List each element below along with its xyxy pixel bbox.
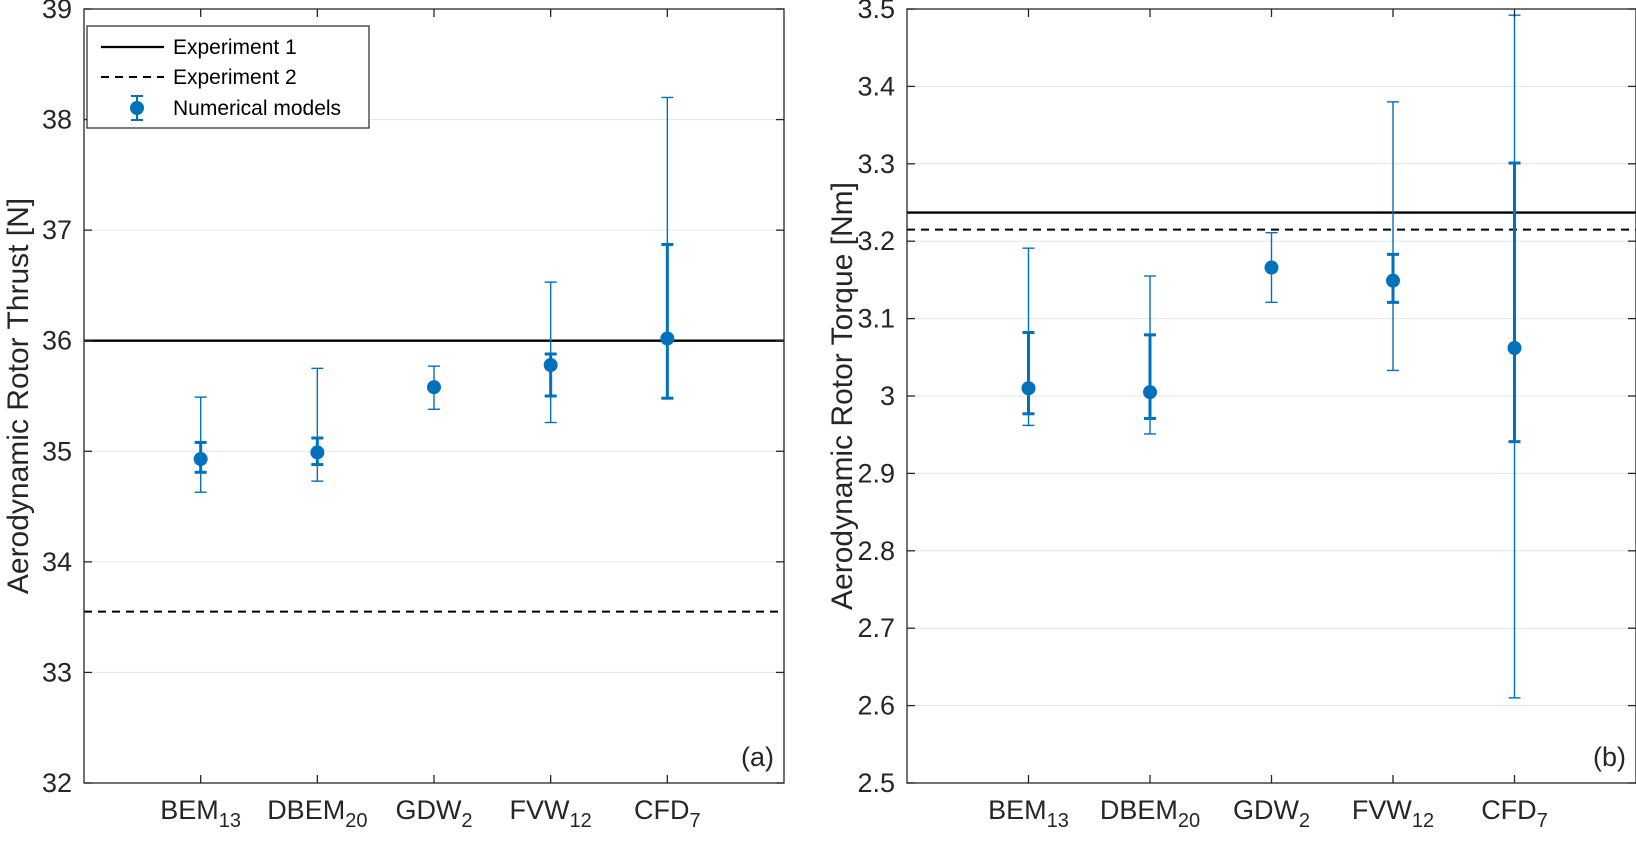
panel-a-data-point — [310, 445, 325, 460]
panel-b-y-tick-label: 2.5 — [857, 768, 895, 798]
panel-a-x-tick-label: BEM13 — [160, 795, 241, 832]
panel-a-x-tick-label: CFD7 — [634, 795, 701, 832]
panel-b-error-bars — [1021, 14, 1522, 699]
panel-b-x-ticks: BEM13 DBEM20 GDW2 FVW12 CFD7 — [988, 9, 1548, 832]
panel-b-reference-lines — [907, 211, 1636, 231]
panel-b-y-tick-label: 2.6 — [857, 691, 895, 721]
panel-a-x-tick-label: DBEM20 — [267, 795, 367, 832]
panel-b-y-tick-label: 2.7 — [857, 613, 895, 643]
panel-b-y-tick-label: 2.9 — [857, 458, 895, 488]
legend: Experiment 1 Experiment 2 Numerical mode… — [86, 25, 370, 129]
panel-a-error-bars — [193, 96, 675, 493]
panel-b-x-tick-label: CFD7 — [1481, 795, 1548, 832]
panel-b-y-tick-label: 3.4 — [857, 71, 895, 101]
panel-a-data-point — [543, 358, 558, 373]
panel-a-y-ticks: 32 33 34 35 36 37 38 39 — [42, 0, 784, 798]
panel-b-x-tick-label: FVW12 — [1352, 795, 1434, 832]
panel-b-data-point — [1143, 385, 1157, 400]
panel-b-x-tick-label: GDW2 — [1233, 795, 1310, 832]
panel-b-torque-chart: 2.5 2.6 2.7 2.8 2.9 3 3.1 3.2 3.3 3.4 3.5 BEM13 DBE… — [826, 0, 1636, 832]
panel-b-y-tick-label: 2.8 — [857, 536, 895, 566]
panel-b-y-tick-label: 3 — [880, 381, 895, 411]
legend-item-experiment-1: Experiment 1 — [173, 36, 297, 59]
panel-a-thrust-chart: 32 33 34 35 36 37 38 39 BEM13 DBEM20 GDW2 FVW12 CFD… — [2, 0, 785, 832]
panel-a-data-point — [660, 331, 675, 346]
panel-b-y-tick-label: 3.3 — [857, 149, 895, 179]
panel-a-label: (a) — [741, 742, 774, 772]
panel-a-y-tick-label: 35 — [42, 436, 72, 466]
panel-b-data-point — [1264, 260, 1279, 275]
panel-a-y-axis-label: Aerodynamic Rotor Thrust [N] — [2, 198, 35, 594]
panel-b-y-tick-label: 3.5 — [857, 0, 895, 24]
panel-a-x-ticks: BEM13 DBEM20 GDW2 FVW12 CFD7 — [160, 9, 701, 832]
panel-b-data-point — [1021, 381, 1036, 396]
legend-item-experiment-2: Experiment 2 — [173, 66, 297, 89]
panel-a-y-tick-label: 32 — [42, 768, 72, 798]
panel-a-data-point — [427, 380, 441, 395]
panel-b-label: (b) — [1593, 742, 1626, 772]
panel-b-y-axis-label: Aerodynamic Rotor Torque [Nm] — [826, 182, 859, 610]
panel-a-y-tick-label: 36 — [42, 326, 72, 356]
panel-a-y-tick-label: 39 — [42, 0, 72, 24]
panel-b-y-tick-label: 3.1 — [857, 304, 895, 334]
legend-marker-swatch — [130, 95, 144, 121]
panel-b-x-tick-label: BEM13 — [988, 795, 1069, 832]
panel-a-x-tick-label: GDW2 — [395, 795, 472, 832]
panel-b-gridlines — [907, 8, 1636, 784]
panel-b-data-point — [1386, 273, 1400, 288]
panel-a-y-tick-label: 34 — [42, 547, 72, 577]
panel-a-data-point — [193, 452, 208, 467]
panel-a-y-tick-label: 38 — [42, 105, 72, 135]
panel-a-y-tick-label: 33 — [42, 657, 72, 687]
panel-b-data-point — [1507, 341, 1522, 356]
panel-b-y-tick-label: 3.2 — [857, 226, 895, 256]
panel-b-y-ticks: 2.5 2.6 2.7 2.8 2.9 3 3.1 3.2 3.3 3.4 3.5 — [857, 0, 1636, 798]
panel-b-x-tick-label: DBEM20 — [1100, 795, 1200, 832]
panel-a-y-tick-label: 37 — [42, 215, 72, 245]
legend-item-numerical-models: Numerical models — [173, 97, 341, 120]
panel-a-x-tick-label: FVW12 — [510, 795, 592, 832]
